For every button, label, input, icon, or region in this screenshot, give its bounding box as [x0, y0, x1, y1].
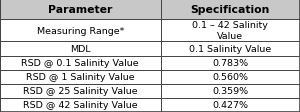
Bar [0, 84, 160, 98]
Text: 0.783%: 0.783% [212, 59, 248, 67]
Bar [0, 98, 160, 112]
Bar [0, 42, 160, 56]
Text: 0.560%: 0.560% [212, 73, 248, 81]
Text: RSD @ 42 Salinity Value: RSD @ 42 Salinity Value [23, 101, 138, 109]
Text: Parameter: Parameter [48, 5, 112, 15]
Text: RSD @ 0.1 Salinity Value: RSD @ 0.1 Salinity Value [21, 59, 139, 67]
Bar [160, 56, 300, 70]
Text: Specification: Specification [190, 5, 270, 15]
Bar [0, 19, 160, 42]
Text: 0.427%: 0.427% [212, 101, 248, 109]
Text: RSD @ 25 Salinity Value: RSD @ 25 Salinity Value [23, 87, 138, 95]
Text: Measuring Range*: Measuring Range* [37, 26, 124, 35]
Text: 0.1 Salinity Value: 0.1 Salinity Value [189, 45, 272, 53]
Bar [160, 84, 300, 98]
Text: RSD @ 1 Salinity Value: RSD @ 1 Salinity Value [26, 73, 135, 81]
Bar [160, 0, 300, 19]
Bar [160, 70, 300, 84]
Bar [0, 0, 160, 19]
Bar [0, 56, 160, 70]
Bar [160, 98, 300, 112]
Text: 0.1 – 42 Salinity
Value: 0.1 – 42 Salinity Value [192, 21, 268, 41]
Bar [0, 70, 160, 84]
Text: MDL: MDL [70, 45, 91, 53]
Bar [160, 19, 300, 42]
Bar [160, 42, 300, 56]
Text: 0.359%: 0.359% [212, 87, 248, 95]
